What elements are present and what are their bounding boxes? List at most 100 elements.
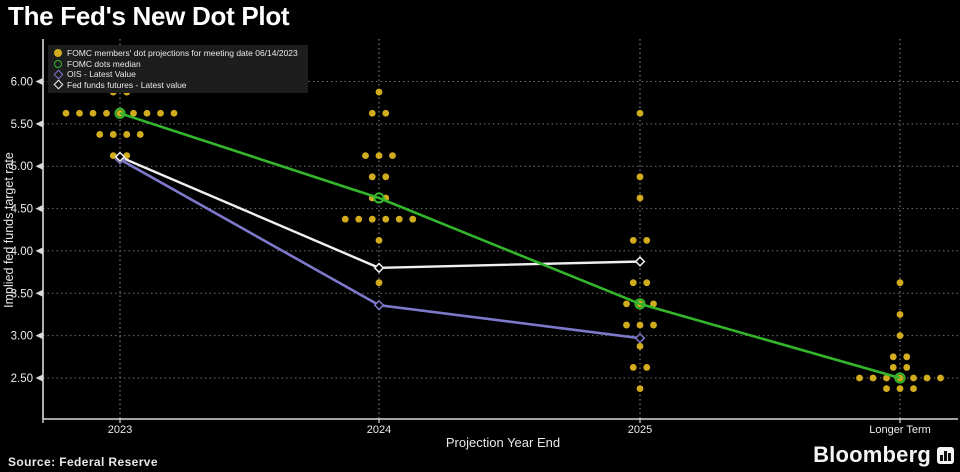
fomc-dot [889,353,897,361]
fomc-dot [62,109,70,117]
fomc-dot [636,342,644,350]
yellow-dot-icon [54,49,67,58]
fomc-dot [629,279,637,287]
ois-marker [373,299,385,311]
ois-line [119,158,641,340]
fomc-dot [629,364,637,371]
y-tick-arrow [35,162,43,170]
category-columns [119,39,901,419]
fomc-dot [96,131,104,138]
x-ticks: 2023 2024 2025 Longer Term [108,419,931,436]
y-tick-label: 5.50 [11,119,33,131]
fomc-dot [368,173,376,181]
y-tick-arrow [35,332,43,340]
page-title: The Fed's New Dot Plot [8,1,290,31]
fomc-dot [896,332,904,340]
fomc-dot [103,109,110,117]
fomc-dot [636,109,644,117]
fomc-dot [375,279,383,287]
fomc-dot [896,279,904,287]
fomc-dot [89,109,97,117]
fomc-dot [636,194,644,202]
median-marker [373,192,385,204]
legend-item-futures: Fed funds futures - Latest value [53,79,298,91]
x-tick-label: Longer Term [869,424,931,436]
y-tick-label: 4.00 [11,246,33,258]
fomc-dot [903,353,911,361]
legend-label: FOMC dots median [67,58,141,69]
y-ticks: 6.00 5.50 5.00 4.50 4.00 3.50 3.00 2.50 [11,77,43,385]
fomc-dot [643,236,651,244]
fomc-dot [636,321,644,329]
legend-label: FOMC members' dot projections for meetin… [67,48,298,59]
legend-label: Fed funds futures - Latest value [67,79,187,90]
fomc-dot [368,215,376,223]
fomc-dot [903,364,911,371]
fomc-dot [636,173,644,181]
legend-item-median: FOMC dots median [54,59,298,70]
fomc-dot [375,88,383,96]
series-markers [114,107,906,384]
fomc-dot [382,173,390,181]
fomc-dot [355,215,363,223]
median-marker [894,372,906,384]
fomc-dot [395,215,403,223]
bloomberg-logo: Bloomberg [813,442,954,468]
ois-marker [634,332,646,344]
fomc-dot [375,152,383,160]
fomc-dot [341,215,349,223]
y-tick-arrow [35,78,43,85]
fomc-dot [136,131,144,138]
fomc-dot [643,279,651,287]
fomc-dot [375,236,383,244]
fomc-dot [157,109,164,117]
fomc-dot [389,152,396,160]
fomc-dot [910,385,917,392]
y-tick-arrow [35,120,43,128]
axes [42,39,958,423]
fomc-dot [143,109,151,117]
fomc-dot [910,374,917,382]
y-tick-label: 3.50 [11,288,33,300]
fomc-dot [623,321,630,329]
source-credit: Source: Federal Reserve [8,455,158,469]
fomc-dot [923,374,931,382]
x-tick-label: 2023 [108,424,132,436]
y-tick-label: 3.00 [11,331,33,343]
y-tick-arrow [35,247,43,255]
fomc-dot [650,300,657,308]
fomc-dot [123,131,131,138]
fomc-dot [170,109,178,117]
fomc-dot [643,364,651,371]
futures-marker [114,151,126,163]
fomc-dot [76,109,83,117]
fomc-dot [650,321,657,329]
y-tick-label: 6.00 [11,77,33,89]
fomc-dot [869,374,877,382]
fomc-dot [629,236,637,244]
fomc-dot [109,131,117,138]
y-tick-label: 2.50 [11,373,33,385]
fomc-dot [883,374,890,382]
y-tick-arrow [35,205,43,212]
fomc-dot [409,215,417,223]
fomc-dot [636,385,644,392]
median-marker [634,298,646,310]
fomc-dot [889,364,897,371]
fomc-dot [896,311,904,318]
fomc-dot [883,385,890,392]
fomc-dot [362,152,369,160]
green-circle-icon [54,59,67,68]
median-marker [114,107,126,119]
chart-legend: FOMC members' dot projections for meetin… [48,45,308,93]
x-axis-title: Projection Year End [446,435,560,450]
bloomberg-wordmark: Bloomberg [813,442,931,467]
fomc-dot [896,385,904,392]
fomc-dot [109,152,117,160]
x-tick-label: 2025 [628,424,652,436]
legend-item-fomc-dots: FOMC members' dot projections for meetin… [54,48,298,59]
x-tick-label: 2024 [367,424,391,436]
bloomberg-chart-icon [937,446,954,464]
